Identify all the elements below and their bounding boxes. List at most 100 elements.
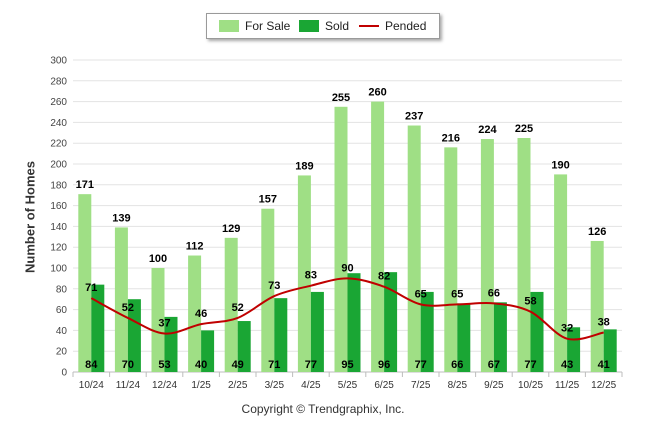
data-label-sold: 71 xyxy=(268,359,280,371)
bar-sold xyxy=(201,330,215,372)
legend-swatch-pended xyxy=(359,25,379,27)
bar-for-sale xyxy=(114,227,128,372)
data-label-sold: 40 xyxy=(195,359,207,371)
data-label-for-sale: 260 xyxy=(368,87,386,99)
legend: For Sale Sold Pended xyxy=(206,13,440,39)
data-label-sold: 95 xyxy=(341,359,353,371)
x-tick-label: 11/25 xyxy=(555,380,580,391)
data-label-sold: 67 xyxy=(488,359,500,371)
legend-label-pended: Pended xyxy=(385,19,427,33)
data-label-pended: 58 xyxy=(524,296,536,308)
copyright-text: Copyright © Trendgraphix, Inc. xyxy=(241,402,405,416)
x-tick-label: 10/25 xyxy=(518,380,543,391)
legend-item-for-sale[interactable]: For Sale xyxy=(219,19,290,33)
data-label-for-sale: 112 xyxy=(186,241,204,253)
legend-item-sold[interactable]: Sold xyxy=(299,19,349,33)
y-tick-label: 160 xyxy=(50,201,67,212)
y-tick-label: 140 xyxy=(50,222,67,233)
data-label-for-sale: 237 xyxy=(405,111,423,123)
bar-sold xyxy=(384,272,398,372)
x-tick-label: 3/25 xyxy=(265,380,285,391)
bar-for-sale xyxy=(151,268,165,372)
data-label-sold: 53 xyxy=(158,359,170,371)
data-label-sold: 70 xyxy=(122,359,134,371)
x-tick-label: 12/25 xyxy=(591,380,616,391)
bar-for-sale xyxy=(554,174,568,372)
data-label-for-sale: 100 xyxy=(149,253,167,265)
bar-for-sale xyxy=(517,138,531,372)
bar-sold xyxy=(420,291,434,372)
data-label-sold: 43 xyxy=(561,359,573,371)
y-tick-label: 300 xyxy=(50,56,67,67)
x-tick-label: 9/25 xyxy=(484,380,504,391)
data-label-pended: 37 xyxy=(158,318,170,330)
y-tick-label: 200 xyxy=(50,160,67,171)
data-label-sold: 77 xyxy=(524,359,536,371)
legend-swatch-for-sale xyxy=(219,20,239,32)
y-tick-label: 20 xyxy=(56,347,68,358)
data-label-for-sale: 190 xyxy=(551,159,569,171)
legend-label-sold: Sold xyxy=(325,19,350,33)
bar-sold xyxy=(603,329,617,372)
data-label-for-sale: 126 xyxy=(588,226,606,238)
data-label-sold: 77 xyxy=(415,359,427,371)
bar-sold xyxy=(127,299,141,372)
x-tick-label: 4/25 xyxy=(301,380,321,391)
bar-sold xyxy=(530,291,544,372)
y-tick-label: 80 xyxy=(56,284,68,295)
data-label-pended: 38 xyxy=(598,316,610,328)
bar-for-sale xyxy=(78,194,92,372)
y-tick-label: 180 xyxy=(50,180,67,191)
bar-for-sale xyxy=(224,237,238,372)
data-label-pended: 66 xyxy=(488,287,500,299)
data-label-sold: 84 xyxy=(85,359,98,371)
data-label-pended: 73 xyxy=(268,280,280,292)
data-label-pended: 83 xyxy=(305,270,317,282)
bar-sold xyxy=(274,298,288,372)
x-tick-label: 10/24 xyxy=(79,380,104,391)
y-tick-label: 240 xyxy=(50,118,67,129)
y-axis-label: Number of Homes xyxy=(22,161,38,273)
data-label-for-sale: 171 xyxy=(76,179,94,191)
data-label-sold: 66 xyxy=(451,359,463,371)
line-pended xyxy=(90,277,604,341)
bar-sold xyxy=(237,321,251,372)
legend-item-pended[interactable]: Pended xyxy=(359,19,426,33)
bar-sold xyxy=(91,284,105,372)
x-tick-label: 2/25 xyxy=(228,380,248,391)
bar-for-sale xyxy=(480,139,494,372)
bar-sold xyxy=(493,302,507,372)
bar-for-sale xyxy=(590,240,604,372)
bar-sold xyxy=(457,303,471,372)
x-tick-label: 6/25 xyxy=(374,380,394,391)
data-label-sold: 49 xyxy=(232,359,244,371)
bar-for-sale xyxy=(444,147,458,372)
bar-sold xyxy=(347,273,361,372)
bar-sold xyxy=(310,291,324,372)
y-tick-label: 260 xyxy=(50,97,67,108)
y-tick-label: 280 xyxy=(50,76,67,87)
y-tick-label: 120 xyxy=(50,243,67,254)
y-tick-label: 40 xyxy=(56,326,68,337)
y-tick-label: 60 xyxy=(56,305,68,316)
legend-swatch-sold xyxy=(299,20,319,32)
data-label-sold: 96 xyxy=(378,359,390,371)
data-label-pended: 65 xyxy=(451,288,463,300)
data-label-pended: 32 xyxy=(561,323,573,335)
data-label-pended: 52 xyxy=(122,302,134,314)
x-tick-label: 12/24 xyxy=(152,380,177,391)
data-label-pended: 82 xyxy=(378,271,390,283)
x-tick-label: 1/25 xyxy=(191,380,211,391)
bar-for-sale xyxy=(297,175,311,372)
data-label-sold: 77 xyxy=(305,359,317,371)
data-label-for-sale: 216 xyxy=(442,132,460,144)
data-label-for-sale: 225 xyxy=(515,123,533,135)
legend-label-for-sale: For Sale xyxy=(245,19,291,33)
data-label-for-sale: 224 xyxy=(478,124,497,136)
y-tick-label: 220 xyxy=(50,139,67,150)
data-label-sold: 41 xyxy=(598,359,610,371)
x-tick-label: 5/25 xyxy=(338,380,358,391)
bar-for-sale xyxy=(334,106,348,373)
data-label-for-sale: 255 xyxy=(332,92,350,104)
